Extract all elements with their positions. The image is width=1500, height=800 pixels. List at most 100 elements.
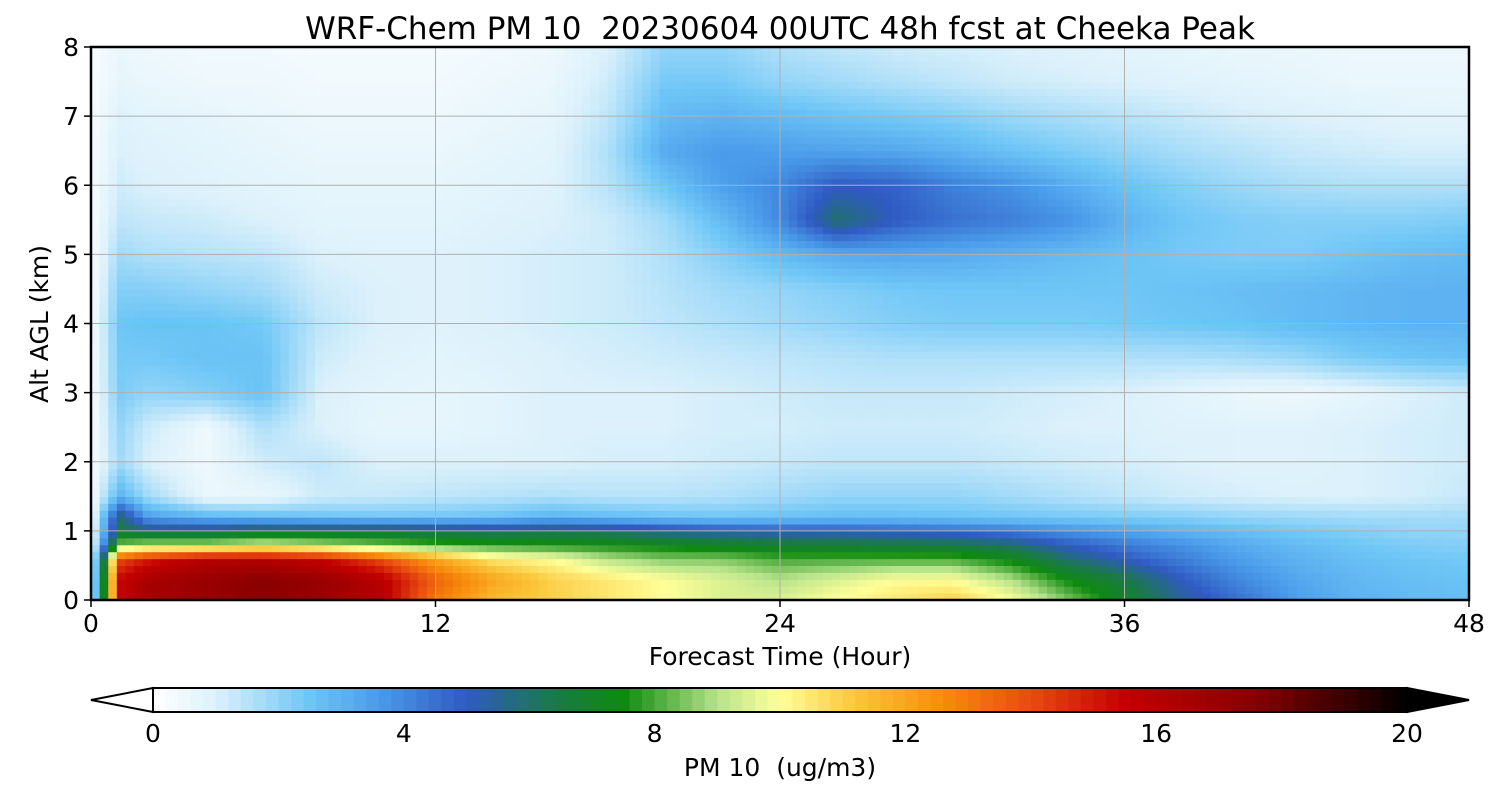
heatmap-cell: [616, 593, 626, 601]
heatmap-cell: [659, 413, 669, 421]
heatmap-cell: [1219, 468, 1229, 477]
heatmap-cell: [1322, 586, 1332, 594]
heatmap-cell: [487, 523, 497, 532]
heatmap-cell: [1339, 565, 1350, 573]
heatmap-cell: [1460, 454, 1470, 463]
heatmap-cell: [177, 447, 187, 456]
heatmap-cell: [986, 413, 996, 421]
heatmap-cell: [1219, 454, 1229, 463]
heatmap-cell: [314, 441, 325, 449]
heatmap-cell: [1133, 454, 1143, 463]
heatmap-cell: [960, 392, 971, 401]
heatmap-cell: [254, 586, 264, 594]
heatmap-cell: [1451, 565, 1461, 573]
heatmap-cell: [1202, 579, 1212, 587]
heatmap-cell: [314, 489, 325, 497]
heatmap-cell: [409, 551, 419, 560]
heatmap-cell: [1322, 523, 1332, 532]
heatmap-cell: [952, 551, 962, 560]
heatmap-cell: [375, 413, 385, 421]
heatmap-cell: [271, 461, 282, 470]
heatmap-cell: [1339, 551, 1350, 560]
heatmap-cell: [1313, 551, 1324, 560]
heatmap-cell: [1167, 558, 1177, 567]
heatmap-cell: [168, 558, 178, 567]
heatmap-cell: [513, 406, 523, 414]
heatmap-cell: [986, 385, 996, 394]
heatmap-cell: [1262, 523, 1272, 532]
heatmap-cell: [728, 544, 738, 553]
heatmap-cell: [745, 537, 755, 546]
heatmap-cell: [1460, 496, 1470, 504]
heatmap-cell: [426, 523, 437, 532]
heatmap-cell: [969, 489, 979, 497]
heatmap-cell: [857, 503, 867, 511]
heatmap-cell: [1003, 413, 1014, 421]
heatmap-cell: [702, 517, 712, 525]
heatmap-cell: [1055, 392, 1065, 401]
heatmap-cell: [1107, 406, 1117, 414]
heatmap-cell: [1245, 530, 1255, 539]
heatmap-cell: [168, 544, 178, 553]
heatmap-cell: [1245, 434, 1255, 442]
heatmap-cell: [1253, 586, 1263, 594]
heatmap-cell: [306, 427, 316, 435]
heatmap-cell: [134, 530, 144, 539]
heatmap-cell: [702, 544, 712, 553]
heatmap-cell: [246, 420, 256, 428]
heatmap-cell: [1081, 586, 1091, 594]
heatmap-cell: [1460, 482, 1470, 490]
heatmap-cell: [1460, 530, 1470, 539]
heatmap-cell: [246, 579, 256, 587]
heatmap-cell: [935, 551, 945, 560]
heatmap-cell: [719, 551, 729, 560]
heatmap-cell: [659, 530, 669, 539]
heatmap-cell: [547, 475, 557, 484]
heatmap-cell: [185, 392, 195, 401]
heatmap-cell: [1236, 593, 1246, 601]
heatmap-cell: [1167, 434, 1177, 442]
heatmap-cell: [805, 427, 816, 435]
heatmap-cell: [624, 447, 635, 456]
heatmap-cell: [1417, 489, 1427, 497]
heatmap-cell: [573, 572, 583, 580]
heatmap-cell: [1236, 489, 1246, 497]
heatmap-cell: [943, 489, 953, 497]
heatmap-cell: [943, 399, 953, 408]
heatmap-cell: [185, 496, 195, 504]
heatmap-cell: [202, 558, 213, 567]
heatmap-cell: [969, 544, 979, 553]
heatmap-cell: [1098, 441, 1108, 449]
heatmap-cell: [1115, 399, 1126, 408]
heatmap-cell: [461, 385, 471, 394]
heatmap-cell: [659, 593, 669, 601]
heatmap-cell: [401, 399, 411, 408]
heatmap-cell: [607, 399, 617, 408]
heatmap-cell: [1219, 441, 1229, 449]
heatmap-cell: [461, 461, 471, 470]
heatmap-cell: [719, 413, 729, 421]
heatmap-cell: [866, 454, 876, 463]
heatmap-cell: [719, 399, 729, 408]
heatmap-cell: [736, 572, 747, 580]
heatmap-cell: [340, 420, 350, 428]
heatmap-cell: [220, 503, 230, 511]
heatmap-cell: [1374, 544, 1384, 553]
heatmap-cell: [1451, 454, 1461, 463]
heatmap-cell: [1357, 468, 1367, 477]
heatmap-cell: [1348, 544, 1358, 553]
heatmap-cell: [1417, 392, 1427, 401]
heatmap-cell: [685, 461, 695, 470]
heatmap-cell: [108, 434, 118, 442]
heatmap-cell: [900, 441, 910, 449]
heatmap-cell: [969, 482, 979, 490]
heatmap-cell: [883, 420, 893, 428]
heatmap-cell: [280, 454, 290, 463]
heatmap-cell: [1374, 420, 1384, 428]
heatmap-cell: [607, 558, 617, 567]
heatmap-cell: [1003, 510, 1014, 518]
heatmap-cell: [831, 537, 841, 546]
heatmap-cell: [1081, 503, 1091, 511]
heatmap-cell: [1391, 454, 1401, 463]
heatmap-cell: [1193, 586, 1203, 594]
